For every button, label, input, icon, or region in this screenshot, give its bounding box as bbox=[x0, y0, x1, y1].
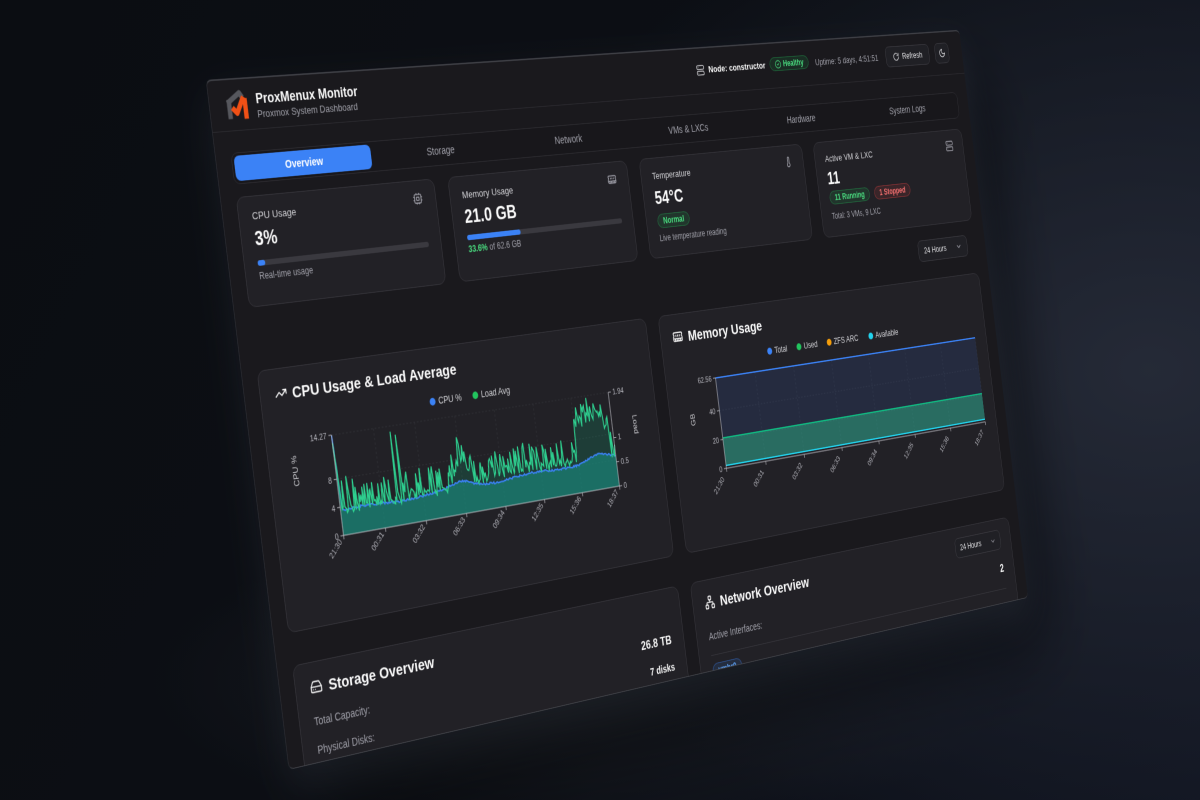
svg-text:15:36: 15:36 bbox=[939, 434, 951, 454]
svg-text:40: 40 bbox=[709, 407, 716, 417]
svg-text:1.94: 1.94 bbox=[612, 386, 625, 397]
svg-text:12:35: 12:35 bbox=[903, 441, 915, 461]
svg-text:00:31: 00:31 bbox=[370, 530, 386, 553]
svg-text:14.27: 14.27 bbox=[309, 431, 327, 443]
svg-text:Available: Available bbox=[875, 327, 899, 340]
svg-text:62.56: 62.56 bbox=[697, 375, 712, 386]
svg-text:00:31: 00:31 bbox=[752, 468, 765, 489]
svg-text:8: 8 bbox=[328, 476, 333, 486]
svg-text:GB: GB bbox=[689, 413, 697, 427]
svg-text:4: 4 bbox=[331, 504, 336, 514]
svg-text:18:37: 18:37 bbox=[606, 487, 620, 509]
svg-text:15:36: 15:36 bbox=[568, 494, 582, 516]
svg-text:0: 0 bbox=[334, 532, 339, 542]
svg-text:06:33: 06:33 bbox=[452, 515, 467, 538]
svg-text:09:34: 09:34 bbox=[491, 508, 506, 531]
svg-text:Total: Total bbox=[774, 344, 788, 355]
svg-text:12:35: 12:35 bbox=[530, 501, 545, 523]
svg-text:03:32: 03:32 bbox=[411, 522, 427, 545]
svg-text:0: 0 bbox=[719, 465, 723, 474]
svg-text:CPU %: CPU % bbox=[289, 455, 301, 487]
svg-text:0.5: 0.5 bbox=[620, 456, 629, 466]
svg-text:1: 1 bbox=[617, 432, 622, 441]
svg-text:06:33: 06:33 bbox=[829, 454, 841, 475]
svg-text:ZFS ARC: ZFS ARC bbox=[833, 333, 859, 346]
svg-text:03:32: 03:32 bbox=[791, 461, 804, 482]
svg-text:21:30: 21:30 bbox=[328, 537, 344, 561]
svg-text:Used: Used bbox=[803, 339, 818, 350]
svg-text:09:34: 09:34 bbox=[866, 447, 878, 467]
svg-text:21:30: 21:30 bbox=[713, 475, 726, 496]
svg-text:Load: Load bbox=[631, 414, 640, 434]
svg-text:CPU %: CPU % bbox=[438, 392, 463, 406]
svg-text:Load Avg: Load Avg bbox=[480, 385, 510, 399]
svg-text:20: 20 bbox=[712, 436, 719, 446]
svg-text:18:37: 18:37 bbox=[974, 428, 985, 448]
svg-text:0: 0 bbox=[623, 481, 628, 491]
